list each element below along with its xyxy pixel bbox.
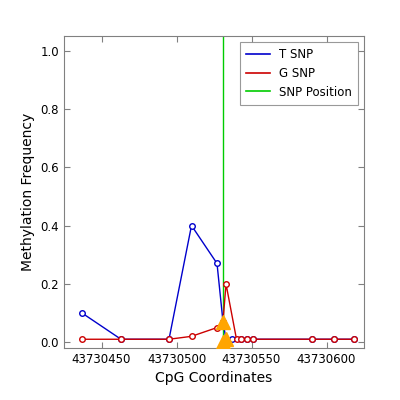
X-axis label: CpG Coordinates: CpG Coordinates (155, 372, 273, 386)
Y-axis label: Methylation Frequency: Methylation Frequency (21, 113, 35, 271)
Legend: T SNP, G SNP, SNP Position: T SNP, G SNP, SNP Position (240, 42, 358, 104)
